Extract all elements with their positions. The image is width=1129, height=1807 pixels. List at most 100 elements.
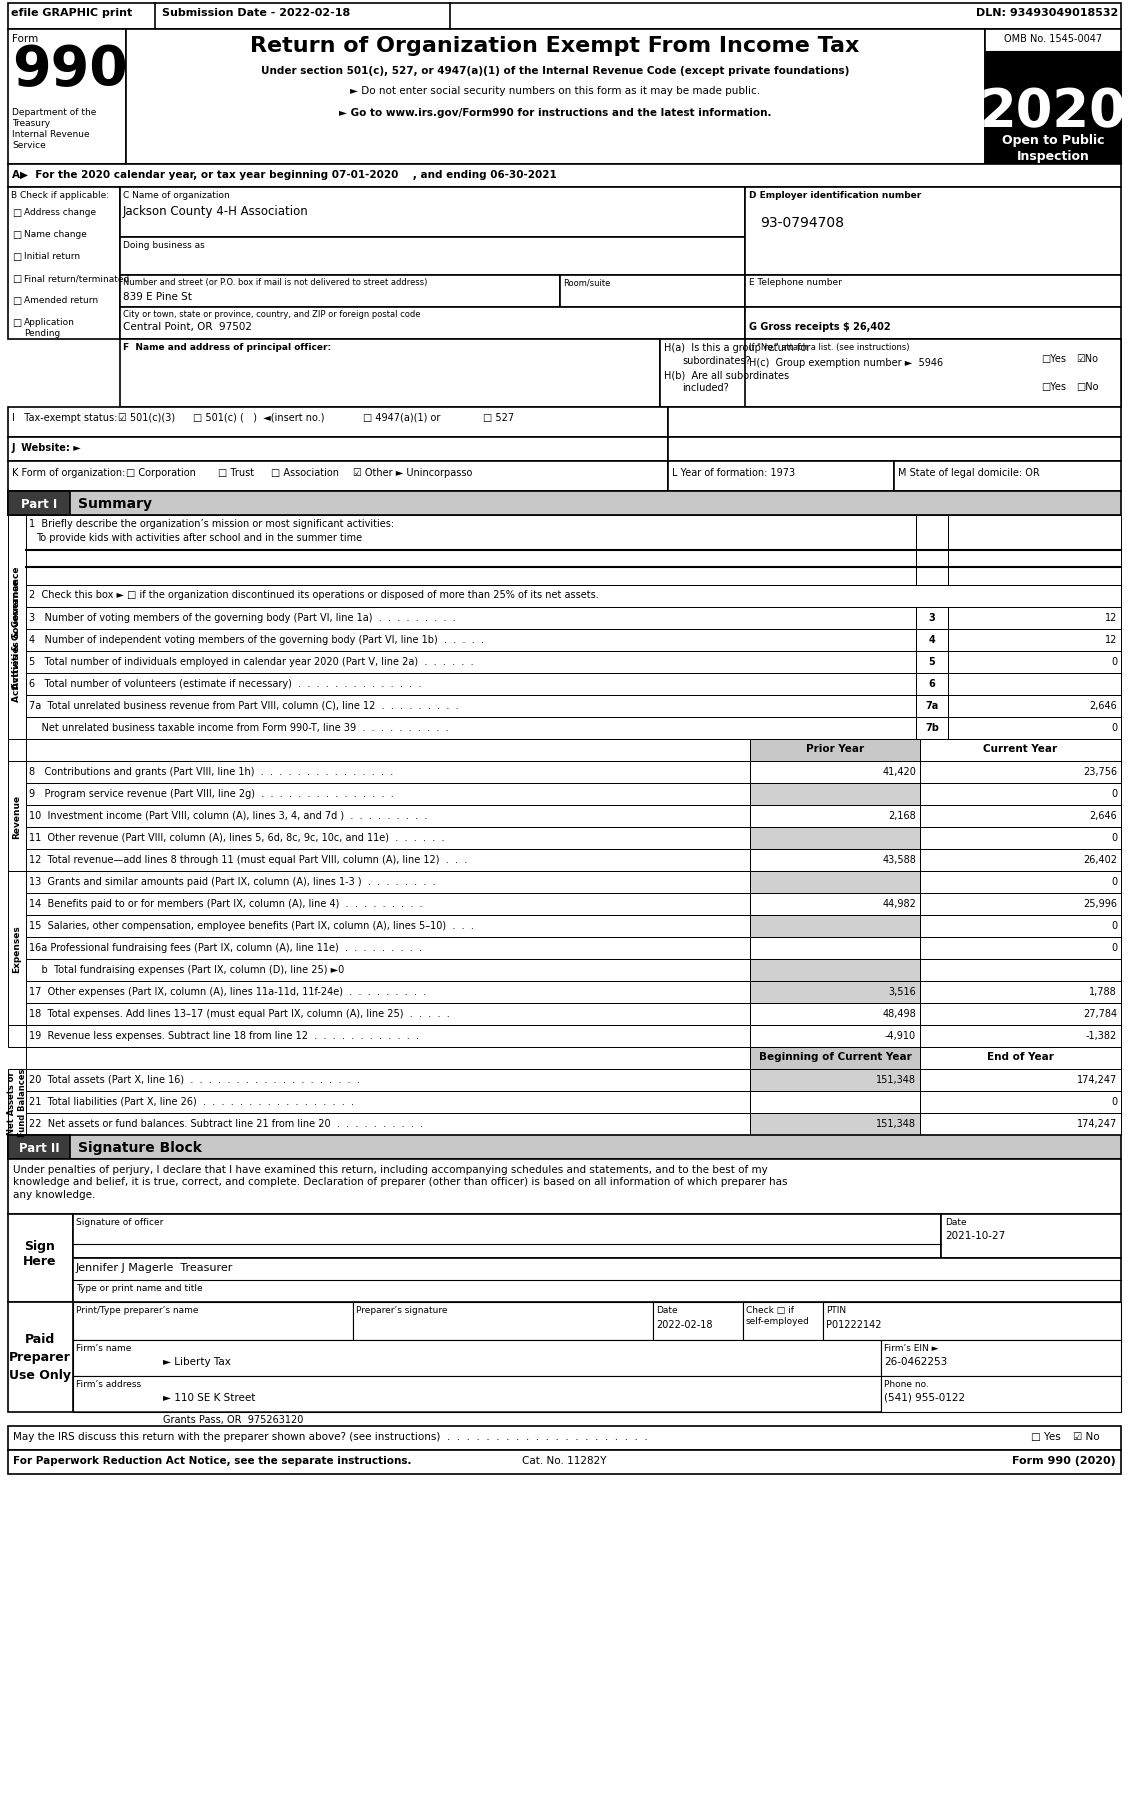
Text: ► Go to www.irs.gov/Form990 for instructions and the latest information.: ► Go to www.irs.gov/Form990 for instruct… [339, 108, 771, 117]
Bar [750, 893, 920, 916]
Text: Paid
Preparer
Use Only: Paid Preparer Use Only [9, 1334, 71, 1382]
Text: 6: 6 [929, 679, 935, 688]
Text: ☑ Other ► Unincorpasso: ☑ Other ► Unincorpasso [353, 468, 472, 477]
Bar [916, 607, 948, 629]
Text: 2021-10-27: 2021-10-27 [945, 1231, 1005, 1240]
Text: □: □ [12, 208, 21, 219]
Text: 0: 0 [1111, 1097, 1117, 1106]
Bar [750, 871, 920, 893]
Text: Name change: Name change [24, 229, 87, 239]
Text: 0: 0 [1111, 723, 1117, 732]
Bar [984, 31, 1121, 164]
Bar [8, 871, 26, 1025]
Text: ► Do not enter social security numbers on this form as it may be made public.: ► Do not enter social security numbers o… [350, 87, 760, 96]
Text: 12: 12 [1104, 634, 1117, 645]
Bar [26, 960, 750, 981]
Text: □Yes: □Yes [1041, 354, 1066, 363]
Text: 7b: 7b [925, 723, 939, 732]
Text: Form 990 (2020): Form 990 (2020) [1013, 1455, 1115, 1465]
Text: □ Corporation: □ Corporation [126, 468, 195, 477]
Text: Firm’s address: Firm’s address [76, 1379, 141, 1388]
Bar [8, 1160, 1121, 1214]
Text: Doing business as: Doing business as [123, 240, 204, 249]
Bar [750, 1025, 920, 1048]
Bar [126, 31, 984, 164]
Text: M State of legal domicile: OR: M State of legal domicile: OR [898, 468, 1040, 477]
Bar [920, 1091, 1121, 1113]
Bar [26, 1091, 750, 1113]
Text: ☑ No: ☑ No [1073, 1431, 1100, 1442]
Text: ☑ 501(c)(3): ☑ 501(c)(3) [119, 412, 175, 423]
Bar [26, 761, 750, 784]
Bar [120, 307, 745, 340]
Text: F  Name and address of principal officer:: F Name and address of principal officer: [123, 343, 331, 352]
Text: 41,420: 41,420 [882, 766, 916, 777]
Text: Room/suite: Room/suite [563, 278, 611, 287]
Bar [916, 515, 948, 585]
Text: End of Year: End of Year [987, 1052, 1053, 1061]
Bar [745, 340, 1121, 408]
Bar [8, 1135, 70, 1160]
Text: Print/Type preparer’s name: Print/Type preparer’s name [76, 1305, 199, 1314]
Text: 26-0462253: 26-0462253 [884, 1357, 947, 1366]
Text: □ Yes: □ Yes [1031, 1431, 1061, 1442]
Bar [948, 652, 1121, 674]
Bar [8, 1025, 26, 1048]
Bar [916, 652, 948, 674]
Bar [920, 938, 1121, 960]
Bar [8, 437, 668, 463]
Text: G Gross receipts $ 26,402: G Gross receipts $ 26,402 [749, 322, 891, 332]
Bar [668, 408, 1121, 437]
Bar [8, 1135, 1121, 1160]
Bar [8, 1070, 26, 1135]
Text: P01222142: P01222142 [826, 1319, 882, 1330]
Bar [26, 981, 750, 1003]
Bar [26, 717, 916, 739]
Text: Revenue: Revenue [12, 795, 21, 838]
Bar [750, 849, 920, 871]
Text: Date: Date [656, 1305, 677, 1314]
Bar [26, 696, 916, 717]
Text: Part I: Part I [20, 497, 58, 511]
Text: 3,516: 3,516 [889, 987, 916, 996]
Text: Part II: Part II [19, 1142, 60, 1155]
Bar [750, 784, 920, 806]
Text: Jackson County 4-H Association: Jackson County 4-H Association [123, 204, 308, 219]
Text: A▶  For the 2020 calendar year, or tax year beginning 07-01-2020    , and ending: A▶ For the 2020 calendar year, or tax ye… [12, 170, 557, 181]
Text: 93-0794708: 93-0794708 [760, 215, 844, 229]
Text: 17  Other expenses (Part IX, column (A), lines 11a-11d, 11f-24e)  .  .  .  .  . : 17 Other expenses (Part IX, column (A), … [29, 987, 427, 996]
Text: For Paperwork Reduction Act Notice, see the separate instructions.: For Paperwork Reduction Act Notice, see … [14, 1455, 411, 1465]
Bar [26, 652, 916, 674]
Text: B Check if applicable:: B Check if applicable: [11, 192, 110, 201]
Text: OMB No. 1545-0047: OMB No. 1545-0047 [1004, 34, 1102, 43]
Bar [26, 1025, 750, 1048]
Bar [8, 1426, 1121, 1451]
Bar [916, 717, 948, 739]
Bar [26, 916, 750, 938]
Text: Amended return: Amended return [24, 296, 98, 305]
Bar [920, 806, 1121, 828]
Text: 4: 4 [929, 634, 935, 645]
Bar [26, 585, 1121, 607]
Text: 0: 0 [1111, 788, 1117, 799]
Bar [26, 871, 750, 893]
Bar [916, 696, 948, 717]
Text: □: □ [12, 318, 21, 327]
Bar [745, 276, 1121, 307]
Text: Check □ if
self-employed: Check □ if self-employed [746, 1305, 809, 1325]
Text: Phone no.: Phone no. [884, 1379, 929, 1388]
Bar [920, 893, 1121, 916]
Bar [73, 1377, 881, 1413]
Bar [984, 119, 1121, 164]
Bar [916, 674, 948, 696]
Text: □ Association: □ Association [271, 468, 339, 477]
Bar [120, 188, 745, 239]
Bar [750, 1070, 920, 1091]
Text: Form: Form [12, 34, 38, 43]
Text: 174,247: 174,247 [1077, 1075, 1117, 1084]
Bar [750, 1091, 920, 1113]
Text: -1,382: -1,382 [1086, 1030, 1117, 1041]
Text: □ 4947(a)(1) or: □ 4947(a)(1) or [364, 412, 440, 423]
Text: I   Tax-exempt status:: I Tax-exempt status: [12, 412, 117, 423]
Bar [26, 849, 750, 871]
